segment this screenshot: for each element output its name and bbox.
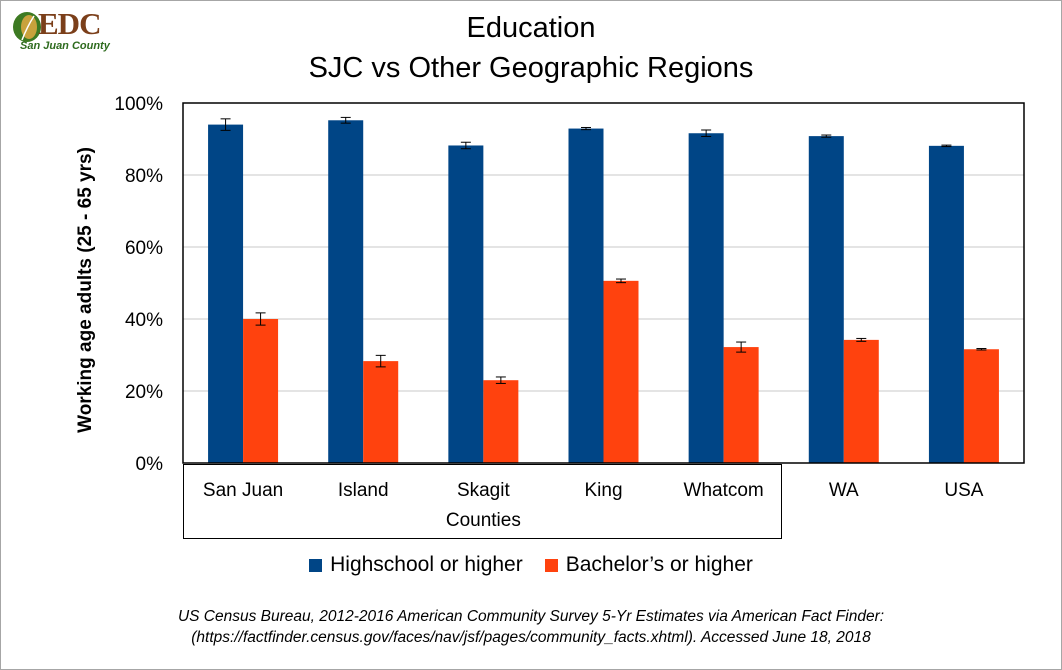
bar-highschool [328, 120, 364, 463]
counties-group-box [183, 464, 782, 539]
source-line-2: (https://factfinder.census.gov/faces/nav… [191, 629, 871, 646]
bar-bachelors [483, 380, 519, 463]
legend-label-bachelors: Bachelor’s or higher [565, 553, 753, 576]
bar-bachelors [363, 361, 399, 463]
bar-highschool [808, 136, 844, 463]
x-tick-label: Island [338, 480, 389, 501]
x-tick-label: Whatcom [684, 480, 764, 501]
bar-bachelors [243, 319, 279, 463]
y-tick-label: 40% [125, 310, 163, 331]
x-tick-label: King [584, 480, 622, 501]
plot-area: 0% 20% 40% 60% 80% 100% San Juan Island Skagit K… [114, 94, 1025, 531]
y-tick-label: 100% [114, 94, 163, 115]
y-tick-label: 80% [125, 166, 163, 187]
bar-highschool [928, 145, 964, 463]
bar-bachelors [603, 280, 639, 463]
chart-title-line-2: SJC vs Other Geographic Regions [308, 52, 754, 84]
edc-logo: EDC San Juan County [10, 6, 120, 56]
logo-text: EDC [38, 6, 101, 41]
category-group-label: Counties [446, 510, 521, 531]
legend-label-highschool: Highschool or higher [330, 553, 523, 576]
bar-highschool [688, 133, 724, 464]
leaf-logo-icon [13, 12, 41, 42]
x-tick-label: Skagit [457, 480, 511, 501]
legend-swatch-bachelors [544, 558, 558, 572]
x-tick-label: San Juan [203, 480, 283, 501]
source-line-1: US Census Bureau, 2012-2016 American Com… [177, 608, 885, 625]
bar-bachelors [963, 349, 999, 463]
y-tick-label: 20% [125, 382, 163, 403]
bar-bachelors [723, 347, 759, 463]
bar-bachelors [843, 339, 879, 463]
legend-item-highschool: Highschool or higher [309, 553, 523, 577]
legend: Highschool or higher Bachelor’s or highe… [0, 553, 1062, 577]
logo-subtext: San Juan County [20, 40, 110, 52]
legend-item-bachelors: Bachelor’s or higher [544, 553, 753, 577]
y-tick-label: 60% [125, 238, 163, 259]
legend-swatch-highschool [309, 558, 323, 572]
bar-highschool [448, 145, 484, 464]
bar-highschool [208, 124, 244, 463]
plot-border [182, 102, 1025, 464]
bar-highschool [568, 128, 604, 463]
y-tick-label: 0% [136, 454, 164, 475]
x-tick-label: WA [829, 480, 859, 501]
x-tick-label: USA [944, 480, 983, 501]
source-note: US Census Bureau, 2012-2016 American Com… [0, 606, 1062, 648]
chart-title-line-1: Education [466, 12, 596, 44]
